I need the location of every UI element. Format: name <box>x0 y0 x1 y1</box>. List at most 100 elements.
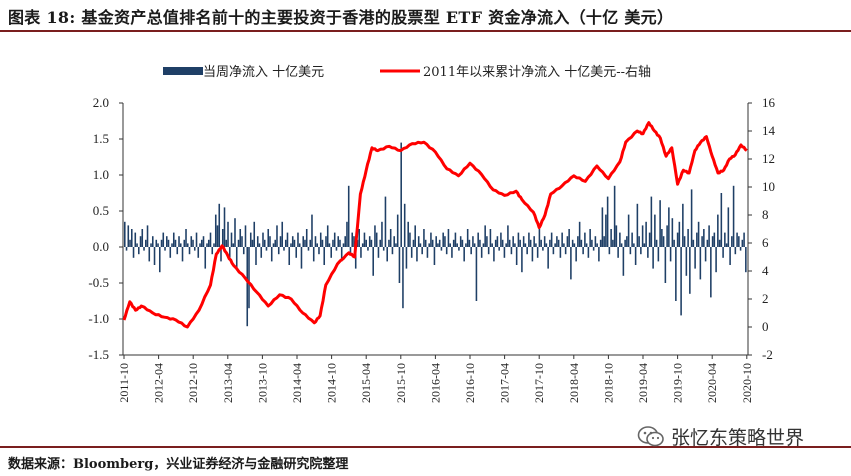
bar <box>430 232 432 247</box>
bar <box>386 247 388 262</box>
bar <box>374 225 376 247</box>
bar <box>559 247 562 258</box>
bar <box>627 214 630 247</box>
bar <box>585 243 588 247</box>
bar <box>594 236 597 247</box>
bar <box>127 225 130 247</box>
bar <box>388 239 390 247</box>
bar <box>477 232 479 247</box>
bar <box>654 214 656 247</box>
bar <box>370 239 373 247</box>
cumulative-line <box>122 121 748 329</box>
bar <box>738 236 740 247</box>
bar <box>426 247 429 258</box>
bar <box>134 232 137 247</box>
bar <box>601 207 604 247</box>
bar <box>279 236 282 247</box>
bar <box>711 236 714 247</box>
bar <box>372 247 374 276</box>
bar <box>538 229 541 247</box>
x-tick-label: 2017-10 <box>532 363 546 403</box>
bar <box>157 243 159 247</box>
bar <box>148 247 151 262</box>
bar <box>146 225 149 247</box>
bar <box>206 243 208 247</box>
bar <box>169 247 172 258</box>
bar <box>669 247 672 262</box>
bar <box>202 236 205 247</box>
bar <box>470 247 472 255</box>
bar <box>230 232 233 247</box>
bar <box>526 247 528 255</box>
bar <box>554 243 556 247</box>
bar <box>547 247 549 269</box>
bar <box>720 193 723 247</box>
left-tick-label: 0.0 <box>93 239 109 254</box>
bar <box>515 247 518 265</box>
bar <box>204 247 207 269</box>
bar <box>136 243 138 247</box>
bar <box>125 247 128 251</box>
bar <box>687 229 689 247</box>
bar <box>276 225 278 247</box>
bar <box>260 247 263 258</box>
bar <box>144 239 147 247</box>
bar <box>164 247 166 251</box>
bar <box>309 239 312 247</box>
bar <box>689 247 691 294</box>
right-tick-label: 2 <box>762 291 769 306</box>
bar <box>300 247 303 269</box>
bar <box>213 243 215 247</box>
bar <box>676 232 679 247</box>
bar <box>580 239 583 247</box>
bar <box>531 247 534 262</box>
bar <box>379 239 381 247</box>
bar <box>552 247 555 255</box>
bar <box>725 243 728 247</box>
bar <box>501 239 504 247</box>
bar <box>227 221 229 247</box>
bar <box>153 247 156 265</box>
bar <box>435 236 437 247</box>
bar <box>710 247 712 298</box>
bar <box>577 236 579 247</box>
bar <box>403 203 406 247</box>
bar <box>715 247 717 273</box>
x-tick-label: 2018-04 <box>567 363 581 403</box>
bar <box>255 247 257 265</box>
bar <box>671 218 674 247</box>
bar <box>344 236 346 247</box>
chart: 当周净流入 十亿美元 2011年以来累计净流入 十亿美元--右轴 2.0 1.5 1… <box>88 65 775 403</box>
bar <box>491 243 493 247</box>
bar <box>291 236 294 247</box>
bar <box>584 232 586 247</box>
bar <box>407 221 409 247</box>
bar <box>463 247 465 262</box>
left-tick-label: 1.5 <box>93 131 109 146</box>
bar <box>318 247 320 255</box>
bar <box>582 247 584 255</box>
bar <box>438 239 441 247</box>
bar <box>685 247 688 276</box>
bar <box>258 243 261 247</box>
bar <box>540 239 542 247</box>
bar <box>433 247 436 265</box>
bar <box>281 221 284 247</box>
bar <box>517 232 520 247</box>
bar <box>741 239 744 247</box>
bar <box>409 232 411 247</box>
watermark: 张忆东策略世界 <box>637 423 804 450</box>
bar <box>661 229 663 247</box>
bar <box>330 247 332 258</box>
bar <box>692 239 695 247</box>
bar <box>682 203 684 247</box>
legend-bar-swatch <box>163 67 203 75</box>
bar <box>505 243 507 247</box>
bar <box>304 239 306 247</box>
bar <box>188 247 191 255</box>
bar <box>732 185 735 247</box>
bar <box>351 232 353 247</box>
bar <box>218 203 221 247</box>
bar <box>697 221 700 247</box>
bar <box>183 239 186 247</box>
